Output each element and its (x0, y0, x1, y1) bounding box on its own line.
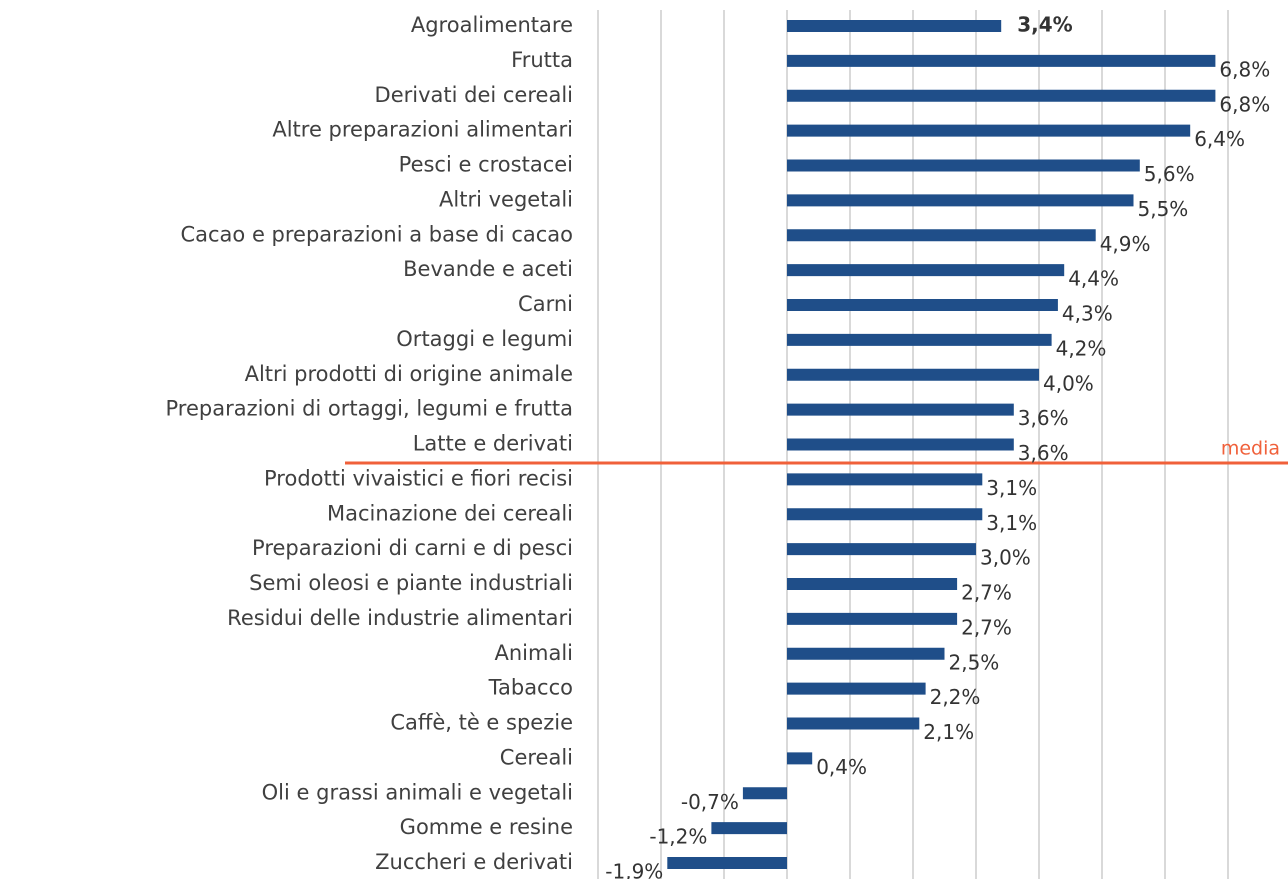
category-label: Agroalimentare (411, 13, 573, 37)
value-label: 2,7% (961, 581, 1012, 605)
bar (787, 543, 976, 556)
category-label: Carni (518, 292, 573, 316)
bar (667, 857, 787, 869)
value-label: 3,1% (986, 511, 1037, 535)
category-label: Pesci e crostacei (399, 153, 573, 177)
bar (711, 822, 787, 835)
category-label: Oli e grassi animali e vegetali (262, 780, 573, 804)
category-label: Ortaggi e legumi (396, 327, 573, 351)
category-label: Frutta (511, 48, 573, 72)
category-label: Macinazione dei cereali (327, 501, 573, 525)
category-label: Caffè, tè e spezie (390, 711, 573, 735)
value-label: 3,6% (1018, 406, 1069, 430)
bar (787, 333, 1052, 346)
bar (787, 194, 1134, 207)
value-label: 5,5% (1138, 197, 1189, 221)
bar (787, 682, 926, 695)
category-label: Latte e derivati (413, 432, 573, 456)
value-label: 2,7% (961, 615, 1012, 639)
bar (787, 20, 1002, 32)
bar (787, 89, 1216, 102)
value-label: 2,1% (923, 720, 974, 744)
value-label: 4,9% (1100, 232, 1151, 256)
bar (787, 229, 1096, 242)
value-label: -1,2% (649, 825, 707, 849)
bar (787, 159, 1140, 172)
value-label: 6,4% (1194, 127, 1245, 151)
average-label: media (1221, 438, 1280, 460)
value-label: 6,8% (1219, 57, 1270, 81)
value-label: 3,0% (980, 546, 1031, 570)
category-label: Gomme e resine (400, 815, 573, 839)
value-label: 3,6% (1018, 441, 1069, 465)
category-label: Preparazioni di carni e di pesci (252, 536, 573, 560)
bar (787, 578, 958, 590)
bar (787, 612, 958, 625)
value-label: 4,0% (1043, 371, 1094, 395)
bar (787, 438, 1014, 451)
category-label: Semi oleosi e piante industriali (249, 571, 573, 595)
category-label: Altre preparazioni alimentari (272, 118, 573, 142)
bar (787, 403, 1014, 416)
bar (787, 124, 1191, 137)
category-label: Altri vegetali (439, 187, 573, 211)
category-label: Zuccheri e derivati (375, 850, 573, 874)
category-label: Animali (494, 641, 573, 665)
category-label: Cereali (500, 745, 573, 769)
value-label: -1,9% (605, 860, 663, 879)
category-label: Residui delle industrie alimentari (227, 606, 573, 630)
bar (787, 473, 983, 486)
category-label: Cacao e preparazioni a base di cacao (180, 222, 573, 246)
bar (787, 264, 1065, 277)
bar (787, 299, 1058, 311)
category-label: Prodotti vivaistici e fiori recisi (264, 466, 573, 490)
value-label: 4,3% (1062, 302, 1113, 326)
bar (787, 508, 983, 521)
value-label: 3,1% (986, 476, 1037, 500)
category-label: Derivati dei cereali (375, 83, 573, 107)
value-label: 4,2% (1056, 336, 1107, 360)
value-label: 3,4% (1017, 13, 1072, 37)
bar (787, 368, 1039, 381)
value-label: 2,2% (930, 685, 981, 709)
value-label: 0,4% (816, 755, 867, 779)
bar (787, 54, 1216, 67)
value-label: 6,8% (1219, 92, 1270, 116)
category-label: Bevande e aceti (403, 257, 573, 281)
bar (742, 787, 787, 800)
bar (787, 752, 813, 765)
value-label: -0,7% (681, 790, 739, 814)
category-label: Altri prodotti di origine animale (245, 362, 573, 386)
value-label: 5,6% (1144, 162, 1195, 186)
category-label: Preparazioni di ortaggi, legumi e frutta (165, 397, 573, 421)
bar (787, 647, 945, 660)
bar (787, 717, 920, 730)
value-label: 4,4% (1068, 267, 1119, 291)
category-label: Tabacco (488, 676, 573, 700)
value-label: 2,5% (949, 650, 1000, 674)
